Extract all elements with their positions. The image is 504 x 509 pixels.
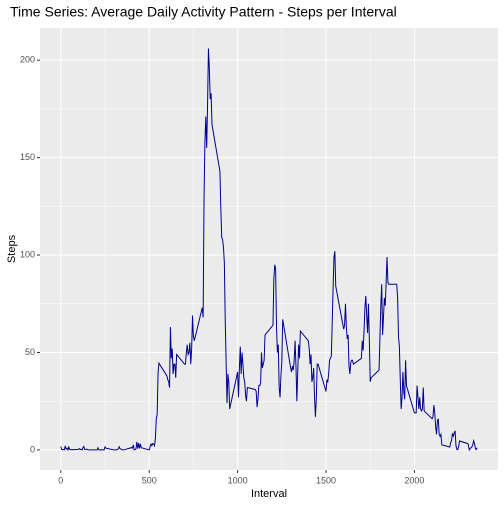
x-tick-label: 500 (142, 475, 157, 485)
y-tick-label: 50 (25, 347, 35, 357)
y-tick-label: 150 (20, 152, 35, 162)
x-tick-label: 0 (58, 475, 63, 485)
x-axis-title: Interval (251, 488, 287, 500)
panel (40, 28, 498, 470)
x-tick-label: 2000 (404, 475, 424, 485)
y-tick-label: 100 (20, 249, 35, 259)
x-tick-label: 1500 (316, 475, 336, 485)
y-tick-label: 0 (30, 444, 35, 454)
y-tick-label: 200 (20, 55, 35, 65)
chart-title: Time Series: Average Daily Activity Patt… (10, 4, 397, 20)
x-tick-label: 1000 (228, 475, 248, 485)
y-axis-title: Steps (6, 234, 18, 263)
line (60, 48, 478, 452)
